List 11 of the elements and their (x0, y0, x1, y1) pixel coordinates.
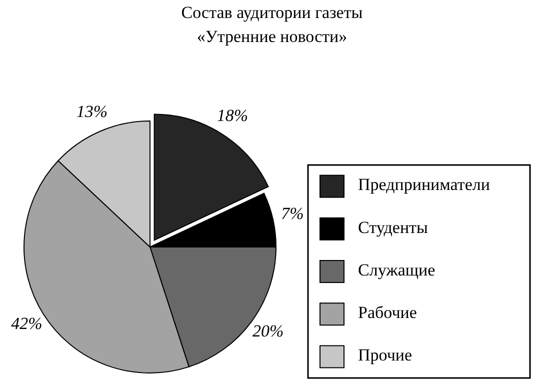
legend-label: Прочие (358, 346, 412, 365)
legend-label: Студенты (358, 218, 428, 237)
legend-label: Рабочие (358, 303, 417, 322)
data-label: 13% (76, 102, 108, 121)
data-label: 7% (281, 204, 304, 224)
legend-label: Предприниматели (358, 175, 490, 194)
chart-title: Состав аудитории газеты «Утренние новости» (181, 3, 364, 46)
data-label: 42% (11, 314, 42, 334)
data-label: 20% (252, 322, 284, 341)
legend-label: Служащие (358, 260, 436, 280)
data-label: 18% (216, 106, 248, 125)
